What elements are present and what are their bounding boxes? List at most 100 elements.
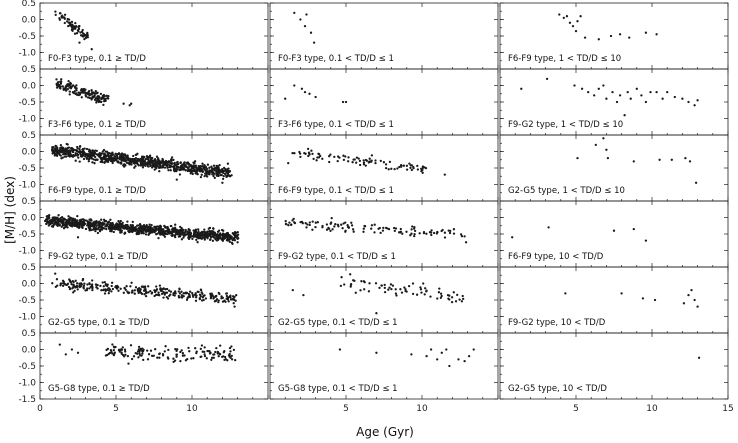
data-point bbox=[63, 282, 67, 286]
data-point bbox=[91, 151, 94, 154]
data-point bbox=[120, 352, 123, 355]
data-point bbox=[200, 173, 203, 176]
data-point bbox=[225, 174, 228, 177]
data-point bbox=[133, 292, 136, 295]
data-point bbox=[395, 294, 398, 297]
data-point bbox=[201, 233, 204, 236]
data-point bbox=[78, 41, 81, 44]
data-point bbox=[175, 353, 178, 356]
data-point bbox=[284, 220, 287, 223]
data-point bbox=[68, 93, 71, 96]
data-point bbox=[91, 92, 94, 95]
data-point bbox=[419, 288, 423, 291]
data-point bbox=[311, 152, 314, 156]
data-point bbox=[164, 288, 167, 291]
data-point bbox=[66, 151, 69, 154]
x-tick-label: 10 bbox=[416, 404, 428, 414]
data-point bbox=[184, 228, 187, 232]
data-point bbox=[579, 15, 582, 18]
data-point bbox=[55, 145, 58, 148]
data-point bbox=[58, 343, 61, 346]
data-point bbox=[644, 100, 648, 104]
data-point bbox=[187, 169, 191, 173]
data-point bbox=[91, 149, 94, 152]
data-point bbox=[138, 354, 142, 357]
data-point bbox=[620, 292, 623, 295]
data-point bbox=[193, 162, 196, 165]
data-point bbox=[90, 283, 94, 286]
data-point bbox=[72, 291, 75, 294]
data-point bbox=[576, 20, 579, 23]
data-point bbox=[166, 297, 170, 300]
data-point bbox=[409, 166, 412, 170]
data-point bbox=[121, 159, 125, 162]
data-point bbox=[212, 296, 215, 300]
data-point bbox=[342, 154, 345, 157]
data-point bbox=[221, 296, 224, 300]
data-point bbox=[157, 236, 160, 240]
data-point bbox=[109, 159, 113, 163]
data-point bbox=[387, 168, 390, 171]
data-point bbox=[226, 162, 230, 165]
data-point bbox=[410, 353, 413, 356]
data-point bbox=[197, 166, 201, 169]
data-point bbox=[133, 289, 136, 292]
data-point bbox=[177, 290, 180, 293]
y-tick-label: -0.5 bbox=[18, 296, 36, 306]
data-point bbox=[82, 157, 86, 161]
data-point bbox=[410, 228, 413, 231]
data-point bbox=[68, 155, 71, 158]
data-point bbox=[413, 234, 416, 238]
data-point bbox=[89, 227, 92, 230]
data-point bbox=[186, 232, 189, 236]
data-point bbox=[411, 292, 415, 296]
data-point bbox=[382, 161, 386, 164]
data-point bbox=[77, 221, 80, 224]
data-point bbox=[151, 227, 154, 230]
panel-grid: 0.5 0.0 -0.5 -1.0 F0-F3 type, 0.1 ≥ TD/D F0-F… bbox=[18, 0, 733, 414]
data-point bbox=[87, 223, 90, 226]
y-tick-label: -1.0 bbox=[18, 379, 36, 389]
data-point bbox=[436, 297, 439, 300]
data-point bbox=[92, 153, 96, 157]
data-point bbox=[682, 302, 686, 305]
data-point bbox=[174, 347, 177, 351]
data-point bbox=[149, 227, 152, 231]
data-point bbox=[125, 285, 128, 288]
data-point bbox=[360, 280, 363, 283]
data-point bbox=[221, 181, 224, 184]
data-point bbox=[53, 222, 56, 225]
data-point bbox=[126, 223, 129, 227]
data-point bbox=[93, 95, 96, 98]
data-point bbox=[341, 100, 345, 104]
data-point bbox=[696, 305, 699, 308]
data-point bbox=[301, 222, 304, 225]
data-point bbox=[105, 94, 108, 97]
data-point bbox=[111, 343, 114, 346]
data-point bbox=[299, 220, 302, 224]
data-point bbox=[149, 289, 152, 293]
data-point bbox=[78, 160, 81, 163]
data-point bbox=[117, 219, 120, 223]
data-point bbox=[146, 165, 150, 168]
data-point bbox=[448, 231, 452, 235]
data-point bbox=[334, 223, 337, 226]
data-point bbox=[150, 223, 153, 227]
data-point bbox=[302, 293, 305, 297]
y-tick-label: 0.0 bbox=[22, 82, 37, 92]
data-point bbox=[128, 104, 131, 107]
x-tick-label: 0 bbox=[37, 404, 43, 414]
data-point bbox=[350, 221, 353, 224]
data-point bbox=[174, 167, 177, 170]
y-tick-label: 0.5 bbox=[22, 329, 36, 339]
data-point bbox=[51, 150, 54, 153]
data-point bbox=[141, 352, 144, 355]
data-point bbox=[150, 291, 154, 294]
panel-label: G2-G5 type, 10 < TD/D bbox=[508, 384, 607, 394]
data-point bbox=[66, 226, 69, 229]
data-point bbox=[178, 173, 182, 176]
data-point bbox=[229, 350, 232, 353]
data-point bbox=[102, 103, 105, 107]
data-point bbox=[217, 168, 220, 171]
data-point bbox=[89, 149, 92, 152]
